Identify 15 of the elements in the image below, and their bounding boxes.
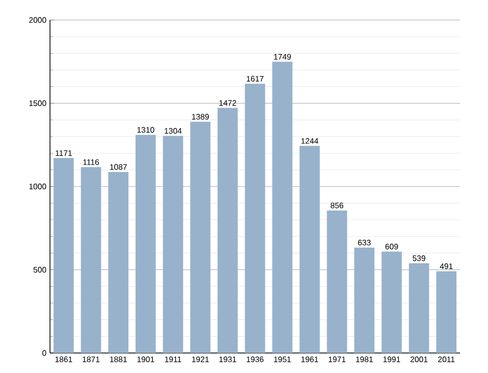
bar (382, 252, 402, 353)
bar (80, 167, 102, 353)
bar (300, 146, 320, 353)
bar (54, 158, 74, 353)
bar (436, 271, 456, 353)
bar (190, 122, 210, 353)
bar (326, 210, 348, 353)
bar (136, 134, 156, 353)
bar (218, 108, 238, 353)
bar (244, 84, 266, 353)
bar (162, 136, 184, 353)
bar (408, 263, 430, 353)
bar (108, 172, 128, 353)
bar (354, 248, 374, 353)
bar (272, 62, 292, 353)
